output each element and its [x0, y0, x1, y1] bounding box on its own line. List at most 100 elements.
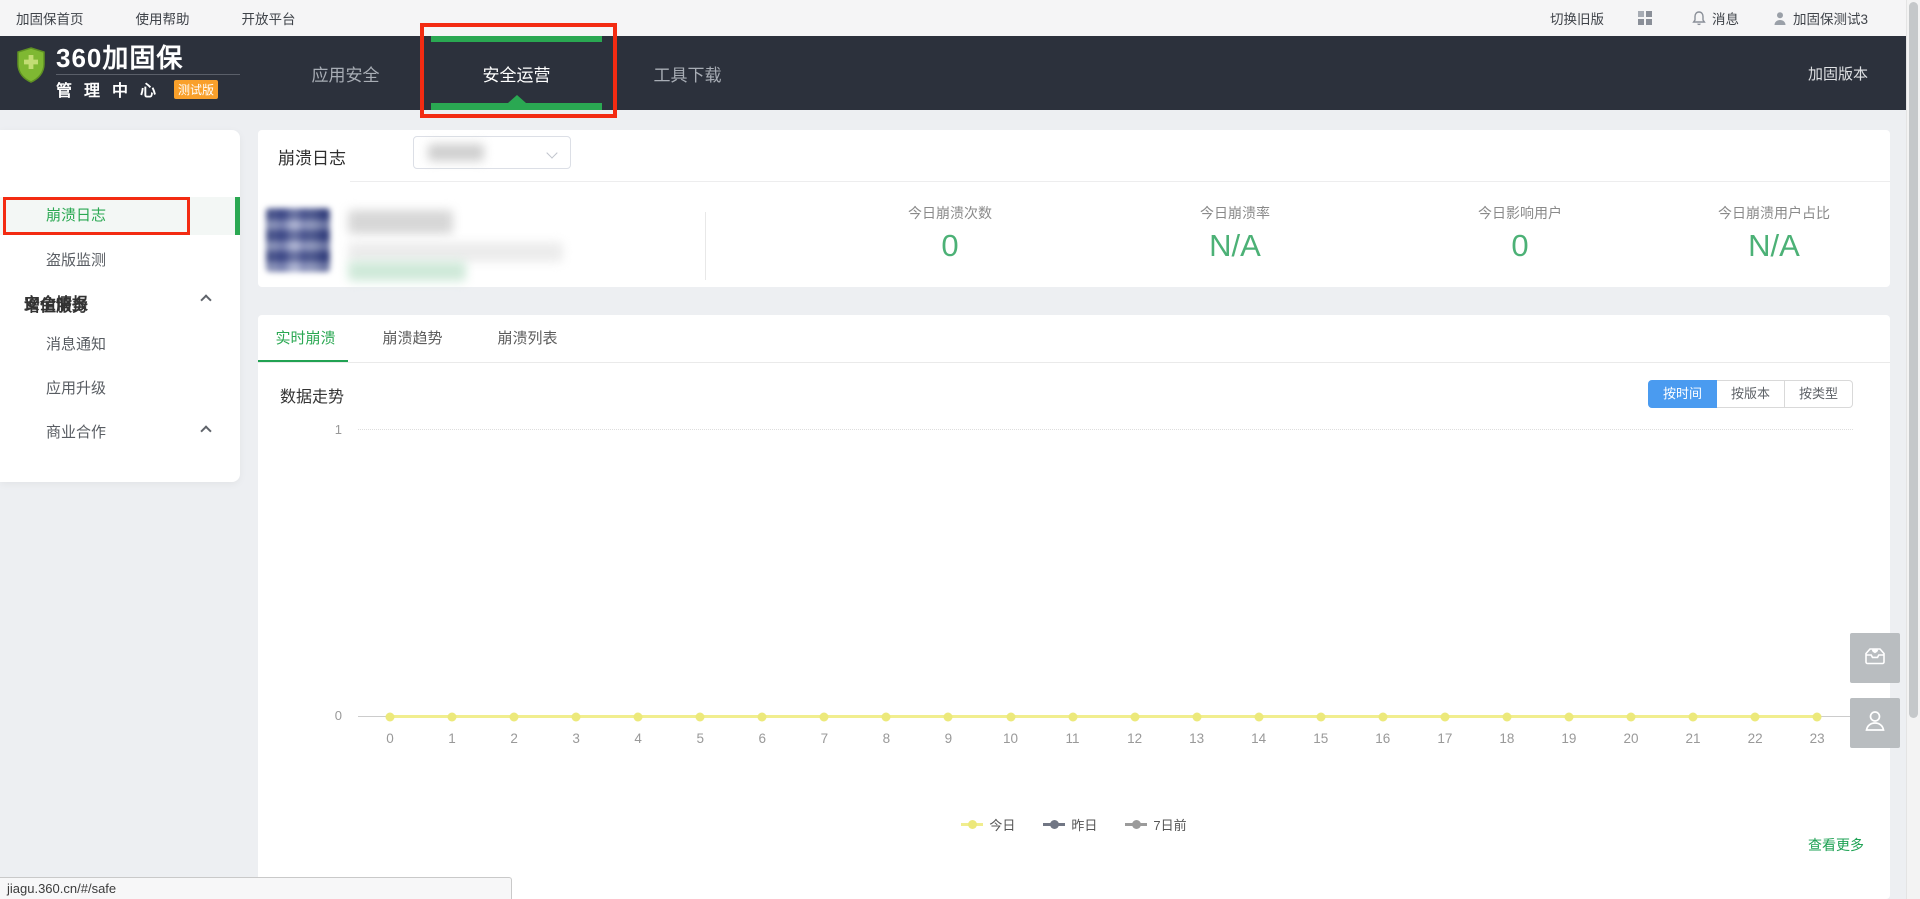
nav-tab-security-operations[interactable]: 安全运营 — [431, 36, 602, 110]
data-point-today — [1564, 712, 1574, 722]
view-more-link[interactable]: 查看更多 — [1808, 837, 1864, 853]
sidebar-group-value-added[interactable]: 增值服务 — [24, 298, 89, 315]
active-tab-top-bar — [431, 36, 602, 42]
sidebar-item-piracy-monitor[interactable]: 盗版监测 — [46, 252, 107, 269]
main-navbar: 360加固保 管理中心 测试版 应用安全 安全运营 工具下载 加固版本 — [0, 36, 1920, 110]
logo-text: 360加固保 管理中心 测试版 — [56, 44, 240, 101]
filter-by-type-button[interactable]: 按类型 — [1785, 380, 1854, 408]
x-tick-label: 11 — [1065, 731, 1080, 746]
sidebar-item-app-upgrade[interactable]: 应用升级 — [46, 380, 107, 397]
data-point-today — [509, 712, 519, 722]
x-tick-label: 23 — [1809, 731, 1825, 746]
legend-marker-yesterday — [1043, 820, 1066, 829]
status-link-url: jiagu.360.cn/#/safe — [7, 881, 117, 896]
scrollbar-thumb[interactable] — [1909, 2, 1918, 718]
link-messages[interactable]: 消息 — [1692, 8, 1739, 28]
link-account[interactable]: 加固保测试3 — [1773, 8, 1868, 28]
link-switch-old-version[interactable]: 切换旧版 — [1549, 12, 1604, 27]
nav-tab-tools-download[interactable]: 工具下载 — [653, 65, 722, 85]
sidebar-item-business-coop[interactable]: 商业合作 — [46, 424, 107, 441]
data-point-today — [695, 712, 705, 722]
stat-label: 今日影响用户 — [1478, 205, 1562, 221]
scrollbar-track[interactable] — [1906, 0, 1920, 899]
legend-item-yesterday[interactable]: 昨日 — [1043, 815, 1097, 834]
stats-divider — [705, 212, 706, 280]
beta-badge: 测试版 — [174, 79, 219, 99]
crash-log-header-card: 崩溃日志 今日崩溃次数 0 今日崩溃率 N/A 今日影响用户 0 今日崩溃用户占… — [258, 130, 1890, 287]
shield-logo-icon — [16, 47, 46, 101]
series-line-today — [390, 715, 1817, 718]
link-hardening-version[interactable]: 加固版本 — [1807, 65, 1868, 83]
stat-today-affected-users: 今日影响用户 0 — [1410, 204, 1630, 268]
tab-crash-trend[interactable]: 崩溃趋势 — [382, 330, 443, 347]
account-contact-button[interactable] — [1850, 698, 1900, 748]
x-tick-label: 16 — [1375, 731, 1391, 746]
page-title: 崩溃日志 — [278, 149, 346, 168]
y-tick-label-0: 0 — [334, 708, 342, 723]
legend-marker-today — [961, 820, 984, 829]
person-icon — [1773, 11, 1787, 26]
header-divider — [350, 181, 1890, 182]
x-tick-label: 4 — [634, 731, 642, 746]
stat-today-crash-count: 今日崩溃次数 0 — [840, 204, 1060, 268]
logo-title: 360加固保 — [56, 43, 184, 73]
brand-logo[interactable]: 360加固保 管理中心 测试版 — [16, 44, 240, 101]
sidebar-item-crash-log[interactable]: 崩溃日志 — [0, 197, 240, 235]
stat-label: 今日崩溃次数 — [908, 205, 992, 221]
sidebar-group-security-intel[interactable]: 安全情报 — [24, 296, 89, 313]
x-tick-label: 3 — [572, 731, 580, 746]
redacted-app-detail — [348, 261, 466, 281]
person-outline-icon — [1861, 707, 1889, 740]
nav-tab-app-security[interactable]: 应用安全 — [311, 65, 380, 85]
topbar-right-links: 切换旧版 消息 加固保测试3 — [1550, 8, 1920, 28]
bell-icon — [1692, 10, 1706, 26]
legend-label: 今日 — [989, 818, 1016, 833]
link-jiagubao-home[interactable]: 加固保首页 — [16, 12, 84, 27]
data-point-today — [1688, 712, 1698, 722]
x-tick-label: 8 — [882, 731, 891, 746]
chevron-down-icon — [546, 147, 558, 159]
filter-by-version-button[interactable]: 按版本 — [1717, 380, 1786, 408]
x-tick-label: 13 — [1189, 731, 1205, 746]
link-management-center[interactable] — [1637, 11, 1658, 25]
account-name-label: 加固保测试3 — [1792, 12, 1868, 27]
data-point-today — [1254, 712, 1264, 722]
logo-divider — [56, 74, 240, 75]
sidebar-item-message-notify[interactable]: 消息通知 — [46, 336, 107, 353]
active-tab-bottom-bar — [431, 103, 602, 110]
link-help[interactable]: 使用帮助 — [135, 12, 190, 27]
data-point-today — [1440, 712, 1450, 722]
x-tick-label: 2 — [510, 731, 518, 746]
chart-filter-buttons: 按时间 按版本 按类型 — [1648, 380, 1854, 408]
data-point-today — [1316, 712, 1326, 722]
browser-status-bar: jiagu.360.cn/#/safe — [0, 877, 512, 899]
chart-legend: 今日 昨日 7日前 — [258, 815, 1890, 834]
redacted-select-value — [428, 144, 484, 161]
legend-item-7days-ago[interactable]: 7日前 — [1125, 815, 1187, 834]
y-tick-label-1: 1 — [334, 422, 342, 437]
stat-value: N/A — [1748, 228, 1800, 263]
feedback-mail-button[interactable] — [1850, 633, 1900, 683]
data-point-today — [1502, 712, 1512, 722]
tab-crash-list[interactable]: 崩溃列表 — [497, 330, 558, 347]
app-select-dropdown[interactable] — [413, 136, 571, 169]
nav-tabs: 应用安全 安全运营 工具下载 — [260, 36, 773, 110]
stat-today-crash-user-ratio: 今日崩溃用户占比 N/A — [1658, 204, 1890, 268]
chart-title: 数据走势 — [280, 389, 345, 406]
x-tick-label: 5 — [696, 731, 705, 746]
data-point-today — [881, 712, 891, 722]
filter-by-time-button[interactable]: 按时间 — [1648, 380, 1718, 408]
tab-realtime-crash[interactable]: 实时崩溃 — [275, 330, 336, 347]
data-point-today — [1626, 712, 1636, 722]
link-open-platform[interactable]: 开放平台 — [241, 12, 296, 27]
chevron-up-icon — [200, 294, 212, 306]
legend-item-today[interactable]: 今日 — [961, 815, 1015, 834]
redacted-app-detail — [348, 242, 563, 262]
tabs-divider — [258, 362, 1890, 363]
x-tick-label: 10 — [1002, 731, 1019, 746]
x-tick-label: 15 — [1313, 731, 1329, 746]
x-tick-label: 22 — [1747, 731, 1763, 746]
data-point-today — [447, 712, 457, 722]
x-tick-label: 21 — [1685, 731, 1701, 746]
